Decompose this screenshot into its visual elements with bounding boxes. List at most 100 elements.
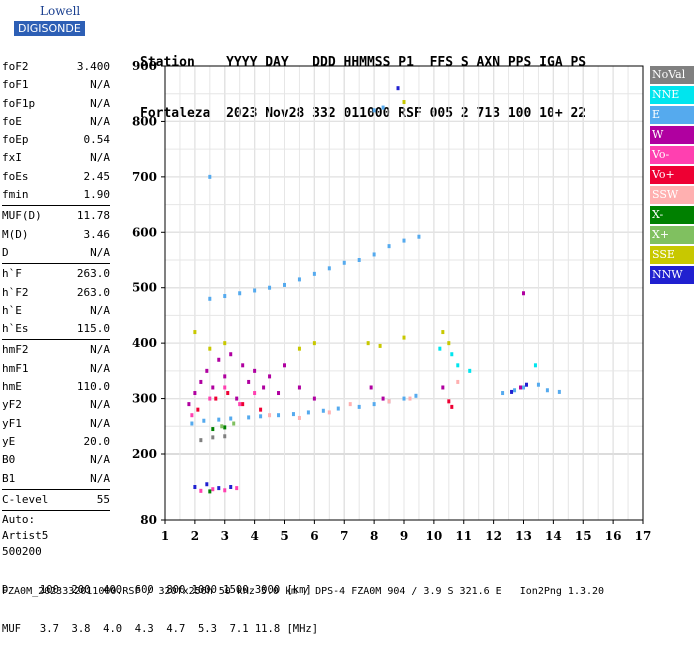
data-point — [501, 391, 505, 396]
data-point — [217, 357, 221, 362]
data-point — [199, 488, 203, 493]
data-point — [357, 258, 361, 262]
param-row: B0 N/A — [2, 451, 110, 469]
param-name: M(D) — [2, 227, 29, 241]
logo-line1: Lowell — [40, 4, 81, 18]
param-row: foF1p N/A — [2, 95, 110, 113]
param-value: 3.400 — [76, 60, 110, 73]
param-row: hmE 110.0 — [2, 378, 110, 396]
param-value: 55 — [96, 492, 110, 506]
param-row: yE 20.0 — [2, 433, 110, 451]
data-point — [321, 408, 325, 413]
data-point — [524, 382, 528, 387]
x-tick-label: 9 — [400, 529, 408, 543]
data-point — [396, 86, 400, 91]
legend-entry-e: E — [650, 106, 694, 124]
param-value: N/A — [90, 96, 110, 110]
data-point — [247, 415, 251, 420]
legend-entry-noval: NoVal — [650, 66, 694, 84]
param-value: N/A — [90, 303, 110, 317]
x-tick-label: 5 — [280, 529, 288, 543]
x-tick-label: 13 — [515, 529, 532, 543]
data-point — [372, 402, 376, 407]
data-point — [211, 435, 215, 440]
x-tick-label: 10 — [426, 529, 443, 543]
ionogram-plot: 1 2 3 4 5 6 7 8 9 10 11 12 13 14 15 16 17802003004005006… — [132, 59, 651, 543]
data-point — [312, 396, 316, 401]
data-point — [223, 434, 227, 439]
data-point — [229, 352, 233, 357]
data-point — [220, 424, 224, 429]
y-tick-label: 600 — [132, 225, 157, 239]
param-value: N/A — [90, 471, 110, 485]
data-point — [402, 100, 406, 105]
param-value: 115.0 — [76, 322, 110, 336]
legend-entry-x-: X- — [650, 206, 694, 224]
param-value: 0.54 — [83, 133, 111, 147]
param-separator — [2, 205, 110, 207]
x-tick-label: 11 — [455, 529, 472, 543]
data-point — [536, 382, 540, 387]
param-row: C-level 55 — [2, 491, 110, 509]
data-point — [438, 346, 442, 351]
param-row: foF2 3.400 — [2, 58, 110, 76]
param-name: B0 — [2, 453, 16, 467]
param-row: foEs 2.45 — [2, 168, 110, 186]
data-point — [522, 385, 525, 390]
param-row: B1 N/A — [2, 470, 110, 488]
polarization-legend: NoVal NNE E W Vo- Vo+ SSW X- X+ SSE NNW — [650, 66, 694, 286]
data-point — [381, 105, 385, 110]
param-separator — [2, 339, 110, 341]
param-value: N/A — [90, 151, 110, 165]
param-name: h`E — [2, 303, 22, 317]
data-point — [297, 346, 301, 351]
x-tick-label: 6 — [310, 529, 318, 543]
data-point — [223, 294, 227, 299]
param-value: N/A — [90, 361, 110, 375]
data-point — [441, 385, 445, 390]
y-tick-label: 900 — [132, 59, 157, 73]
x-tick-label: 4 — [250, 529, 258, 543]
data-point — [205, 482, 209, 487]
param-name: hmF2 — [2, 343, 29, 357]
data-point — [306, 410, 310, 415]
param-value: 20.0 — [83, 434, 111, 448]
legend-entry-vo-: Vo- — [650, 146, 694, 164]
y-tick-label: 700 — [132, 170, 157, 184]
data-point — [208, 174, 212, 179]
param-name: D — [2, 245, 9, 259]
param-value: N/A — [90, 398, 110, 412]
data-point — [193, 485, 197, 489]
data-point — [259, 407, 263, 412]
scaled-parameters-panel: foF2 3.400 foF1 N/A foF1p N/A foE N/A foEp 0.54 fx… — [2, 58, 110, 560]
param-name: fmin — [2, 188, 29, 202]
param-name: h`Es — [2, 322, 29, 336]
param-separator — [2, 488, 110, 490]
y-tick-label: 200 — [132, 447, 157, 461]
param-name: foF1p — [2, 96, 36, 110]
param-name: foF2 — [2, 60, 29, 73]
data-point — [297, 385, 301, 390]
logo-line2: DIGISONDE — [14, 21, 85, 36]
param-value: 3.46 — [83, 227, 111, 241]
param-name: h`F2 — [2, 285, 29, 299]
file-info-footer: FZA0M_2023332011000.RSF / 320fx256h 50 k… — [2, 586, 605, 597]
data-point — [456, 363, 460, 368]
x-tick-label: 14 — [545, 529, 562, 543]
param-value: 11.78 — [76, 209, 110, 223]
data-point — [253, 391, 257, 396]
data-point — [378, 343, 382, 348]
param-row: h`E N/A — [2, 302, 110, 320]
data-point — [342, 260, 346, 265]
data-point — [253, 288, 257, 293]
param-separator — [2, 263, 110, 265]
data-point — [291, 412, 295, 417]
param-name: hmE — [2, 380, 22, 394]
param-value: N/A — [90, 343, 110, 357]
param-row: fmin 1.90 — [2, 186, 110, 204]
data-point — [223, 425, 227, 430]
distance-row: D 100 200 400 600 800 1000 1500 3000 [km… — [2, 584, 312, 596]
data-point — [408, 396, 412, 401]
param-value: N/A — [90, 78, 110, 92]
data-point — [223, 341, 227, 346]
